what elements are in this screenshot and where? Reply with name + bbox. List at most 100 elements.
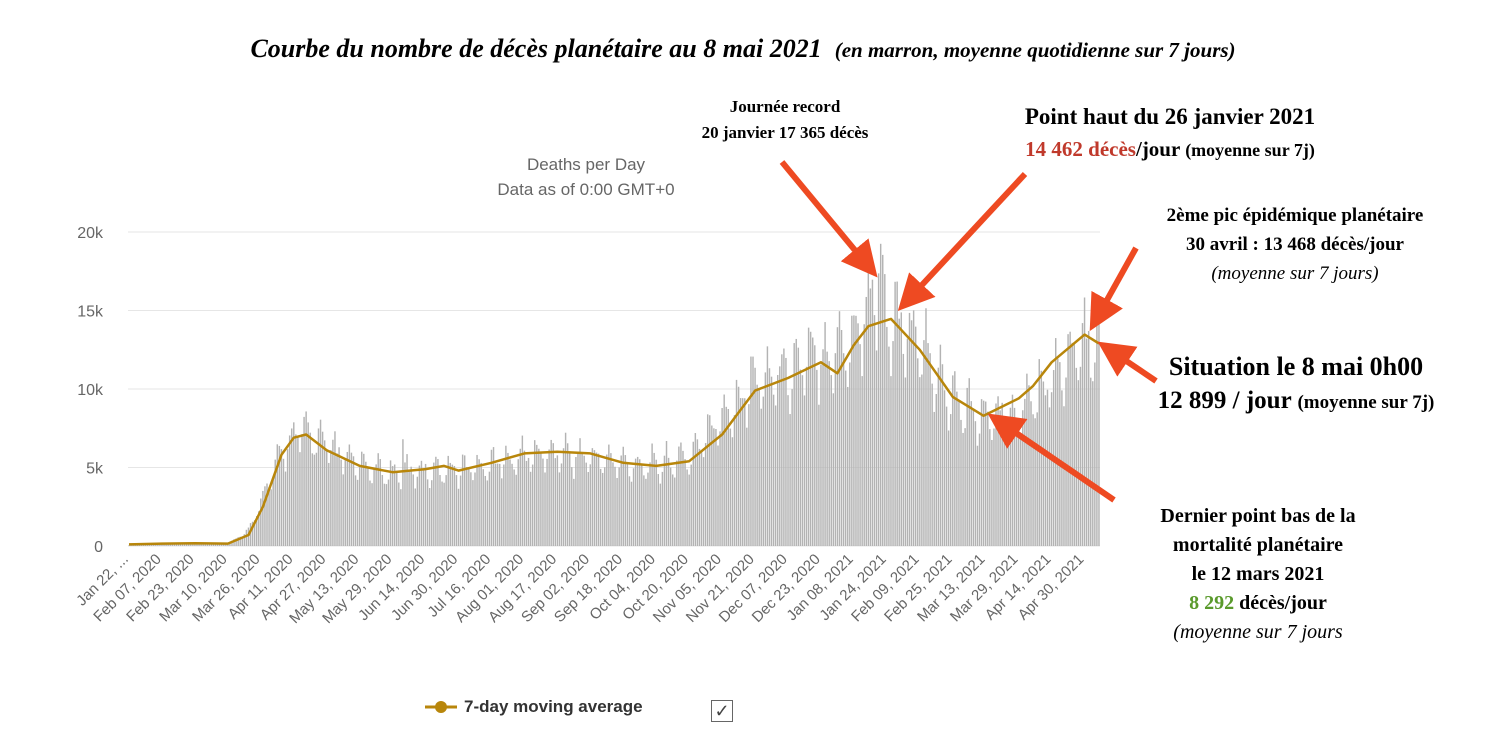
bar — [313, 454, 316, 546]
bar — [781, 354, 783, 546]
bar — [155, 544, 157, 546]
bar — [1059, 362, 1061, 546]
bar — [945, 406, 948, 546]
annotation-record-line1: Journée record — [729, 97, 841, 116]
bar — [517, 459, 519, 546]
bar — [655, 459, 657, 546]
bar — [993, 428, 995, 546]
bar — [853, 315, 855, 546]
bar — [562, 448, 565, 546]
bar — [538, 448, 540, 546]
page-title: Courbe du nombre de décès planétaire au … — [0, 34, 1486, 64]
bar — [900, 312, 902, 546]
bar — [212, 544, 215, 546]
bar — [606, 454, 608, 546]
bar — [756, 384, 758, 546]
bar — [789, 414, 791, 546]
bar — [608, 444, 610, 546]
bar — [795, 338, 797, 546]
bar — [987, 411, 989, 546]
bar — [906, 338, 909, 546]
bar — [577, 451, 579, 546]
bar — [816, 369, 818, 546]
bar — [610, 453, 612, 546]
y-tick-label: 20k — [77, 225, 104, 242]
bar — [334, 431, 336, 546]
bar — [519, 448, 522, 546]
bar — [704, 443, 707, 546]
bar — [463, 455, 466, 546]
chart-title-text: Deaths per Day — [526, 155, 646, 174]
y-tick-label: 0 — [94, 539, 103, 556]
bar — [628, 476, 631, 546]
bar — [1071, 342, 1073, 546]
annotation-record: Journée record 20 janvier 17 365 décès — [655, 94, 915, 146]
bar — [142, 544, 145, 546]
bar — [167, 543, 169, 546]
bar — [348, 444, 351, 546]
annotation-low-line1: Dernier point bas de la — [1160, 505, 1356, 527]
bar — [762, 396, 765, 546]
bar — [764, 372, 767, 546]
bar — [842, 353, 845, 546]
bar — [233, 539, 235, 546]
bar — [1028, 385, 1030, 546]
bar — [733, 415, 736, 546]
bar — [980, 399, 983, 546]
bar — [917, 358, 919, 546]
bar — [995, 403, 997, 546]
bar — [1005, 440, 1008, 546]
bar — [515, 474, 517, 546]
bar — [470, 472, 472, 546]
bar — [865, 296, 867, 546]
bar — [793, 343, 795, 546]
bar — [935, 394, 938, 546]
bar — [352, 456, 355, 546]
bar — [595, 452, 598, 546]
annotation-peak-value: 14 462 décès — [1025, 137, 1136, 161]
bar — [999, 410, 1001, 546]
bar — [593, 450, 596, 546]
bar — [449, 462, 452, 546]
bar — [620, 455, 622, 546]
bar — [587, 472, 589, 546]
bar — [776, 375, 779, 546]
bar — [319, 419, 322, 546]
bar — [713, 428, 715, 546]
bar — [579, 438, 581, 546]
bar — [898, 318, 900, 546]
bar — [303, 416, 305, 546]
bar — [476, 454, 478, 546]
bar — [678, 446, 680, 546]
bar — [346, 451, 349, 546]
legend-swatch — [425, 701, 457, 713]
bar — [358, 467, 361, 546]
bar — [381, 474, 384, 546]
bar — [445, 475, 447, 546]
bar — [1077, 380, 1080, 546]
legend-checkbox[interactable]: ✓ — [711, 700, 733, 722]
bar — [651, 443, 653, 546]
bar — [702, 457, 705, 546]
bar — [847, 386, 849, 546]
bar — [437, 459, 439, 546]
bar — [258, 511, 260, 546]
bar — [597, 453, 600, 546]
bar — [278, 445, 281, 546]
bar — [680, 442, 682, 546]
bar — [1040, 370, 1043, 546]
bar — [503, 464, 505, 546]
bar — [844, 370, 847, 546]
bar — [1073, 344, 1075, 546]
page-title-main: Courbe du nombre de décès planétaire au … — [250, 34, 822, 63]
bar — [836, 327, 839, 546]
bar — [684, 459, 686, 546]
bar — [729, 428, 732, 546]
bar — [225, 543, 227, 546]
bar — [350, 452, 353, 546]
legend-item-moving-average[interactable]: 7-day moving average — [424, 694, 643, 720]
bar — [536, 444, 538, 546]
bar — [690, 464, 692, 546]
bar — [805, 366, 808, 546]
